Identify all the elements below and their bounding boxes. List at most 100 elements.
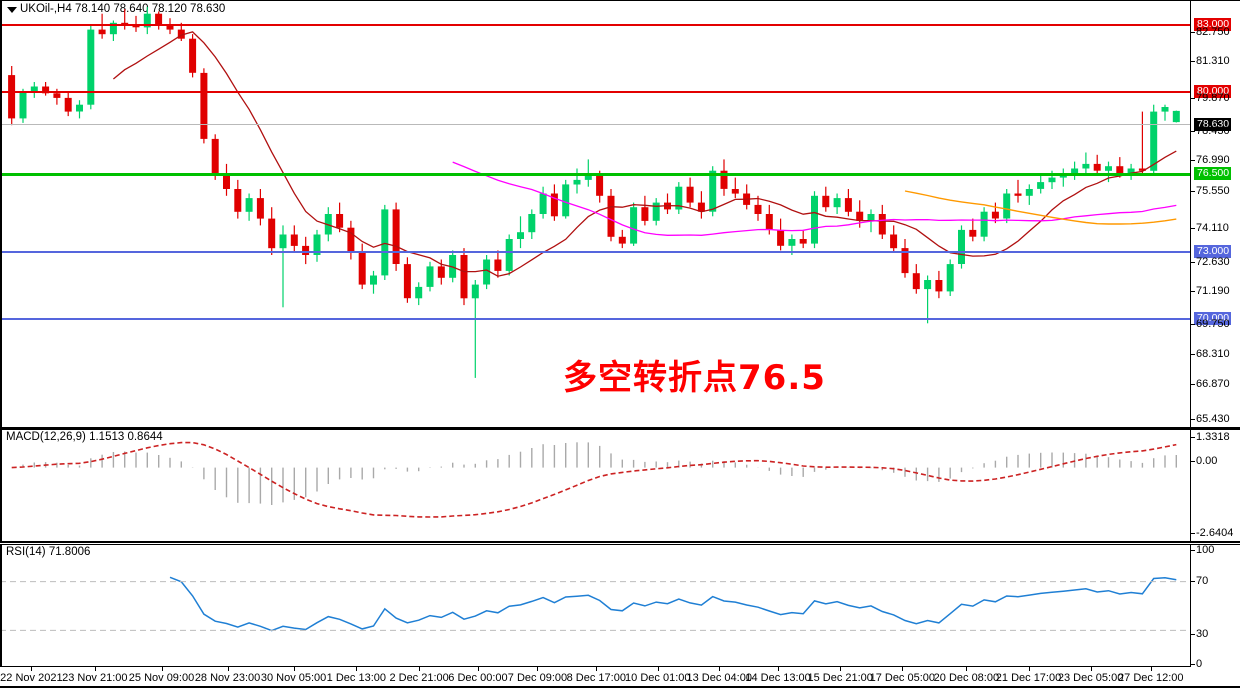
price-tick bbox=[1191, 354, 1195, 355]
time-axis-label: 8 Dec 17:00 bbox=[566, 672, 626, 684]
level-line-current-price[interactable] bbox=[0, 124, 1190, 125]
time-axis-label: 23 Dec 05:00 bbox=[1057, 672, 1124, 684]
time-axis-label: 10 Dec 01:00 bbox=[625, 672, 691, 684]
rsi-chart-canvas bbox=[0, 576, 1190, 632]
time-tick bbox=[719, 667, 721, 671]
time-axis-bottom-border bbox=[0, 686, 1240, 688]
price-tick-label: 75.550 bbox=[1196, 185, 1230, 197]
rsi-axis-divider bbox=[1190, 544, 1191, 667]
price-tick bbox=[1191, 32, 1195, 33]
time-tick bbox=[840, 667, 842, 671]
time-axis-label: 1 Dec 13:00 bbox=[326, 672, 387, 684]
price-tick bbox=[1191, 131, 1195, 132]
price-tick-label: 76.990 bbox=[1196, 154, 1230, 166]
price-tick bbox=[1191, 61, 1195, 62]
price-tick-label: 71.190 bbox=[1196, 285, 1230, 297]
time-axis-label: 30 Nov 05:00 bbox=[260, 672, 327, 684]
time-axis-label: 13 Dec 04:00 bbox=[686, 672, 752, 684]
trend-pivot-annotation: 多空转折点76.5 bbox=[563, 358, 826, 398]
time-axis-label: 6 Dec 00:00 bbox=[448, 672, 508, 684]
time-axis-label: 23 Nov 21:00 bbox=[62, 672, 128, 684]
macd-tick bbox=[1191, 461, 1195, 462]
rsi-tick-label: 30 bbox=[1196, 628, 1209, 640]
macd-tick-label: 1.3318 bbox=[1196, 431, 1230, 443]
level-label-current-price: 78.630 bbox=[1194, 118, 1232, 131]
time-tick bbox=[596, 667, 598, 671]
time-axis-label: 2 Dec 21:00 bbox=[389, 672, 449, 684]
time-tick bbox=[778, 667, 780, 671]
level-label-pivot-76-5: 76.500 bbox=[1194, 167, 1232, 180]
time-tick bbox=[419, 667, 421, 671]
rsi-tick bbox=[1191, 581, 1195, 582]
level-line-pivot-76-5[interactable] bbox=[0, 173, 1190, 176]
time-tick bbox=[1150, 667, 1152, 671]
macd-tick-label: 0.00 bbox=[1196, 455, 1218, 467]
macd-tick-label: -2.6404 bbox=[1196, 527, 1234, 539]
level-line-support-73[interactable] bbox=[0, 251, 1190, 253]
time-axis-label: 7 Dec 09:00 bbox=[507, 672, 568, 684]
macd-chart-canvas bbox=[11, 441, 1178, 518]
price-tick-label: 82.750 bbox=[1196, 26, 1230, 38]
time-axis-label: 22 Nov 2021 bbox=[0, 672, 63, 684]
price-tick bbox=[1191, 191, 1195, 192]
price-tick bbox=[1191, 160, 1195, 161]
time-axis-label: 21 Dec 17:00 bbox=[995, 672, 1062, 684]
time-tick bbox=[31, 667, 33, 671]
level-line-resistance-80[interactable] bbox=[0, 91, 1190, 93]
rsi-panel-top-border bbox=[0, 544, 1240, 545]
level-line-resistance-83[interactable] bbox=[0, 24, 1190, 26]
time-axis-label: 20 Dec 08:00 bbox=[933, 672, 1000, 684]
time-tick bbox=[293, 667, 295, 671]
time-axis-label: 14 Dec 13:00 bbox=[745, 672, 811, 684]
time-tick bbox=[161, 667, 163, 671]
chevron-down-icon[interactable] bbox=[7, 7, 17, 13]
time-tick bbox=[966, 667, 968, 671]
time-tick bbox=[657, 667, 659, 671]
price-tick-label: 69.750 bbox=[1196, 318, 1230, 330]
time-tick bbox=[356, 667, 358, 671]
level-label-resistance-83: 83.000 bbox=[1194, 18, 1232, 31]
rsi-panel-bottom-border bbox=[0, 666, 1190, 667]
price-tick bbox=[1191, 228, 1195, 229]
price-axis-divider bbox=[1190, 0, 1191, 428]
time-tick bbox=[227, 667, 229, 671]
rsi-title: RSI(14) 71.8006 bbox=[6, 546, 91, 558]
rsi-left-border bbox=[0, 544, 2, 667]
price-tick bbox=[1191, 291, 1195, 292]
macd-left-border bbox=[0, 429, 2, 542]
symbol-title: UKOil-,H4 78.140 78.640 78.120 78.630 bbox=[20, 3, 226, 15]
price-tick-label: 74.110 bbox=[1196, 222, 1229, 234]
price-tick bbox=[1191, 324, 1195, 325]
price-tick-label: 79.870 bbox=[1196, 92, 1230, 104]
price-panel-top-border bbox=[0, 0, 1240, 1]
price-tick bbox=[1191, 384, 1195, 385]
macd-panel-top-border bbox=[0, 429, 1240, 430]
time-tick bbox=[1090, 667, 1092, 671]
time-axis-label: 27 Dec 12:00 bbox=[1118, 672, 1184, 684]
level-label-support-70: 70.000 bbox=[1194, 312, 1232, 325]
time-tick bbox=[537, 667, 539, 671]
price-tick-label: 65.430 bbox=[1196, 413, 1230, 425]
price-tick bbox=[1191, 98, 1195, 99]
level-line-support-70[interactable] bbox=[0, 318, 1190, 320]
time-tick bbox=[94, 667, 96, 671]
price-tick-label: 68.310 bbox=[1196, 348, 1230, 360]
time-axis-label: 28 Nov 23:00 bbox=[194, 672, 261, 684]
macd-axis-divider bbox=[1190, 429, 1191, 542]
level-label-support-73: 73.000 bbox=[1194, 245, 1232, 258]
level-label-resistance-80: 80.000 bbox=[1194, 85, 1232, 98]
time-tick bbox=[477, 667, 479, 671]
price-tick-label: 66.870 bbox=[1196, 378, 1230, 390]
macd-panel-bottom-border bbox=[0, 541, 1240, 543]
price-tick-label: 81.310 bbox=[1196, 55, 1230, 67]
rsi-tick-label: 100 bbox=[1196, 544, 1215, 556]
price-tick-label: 72.630 bbox=[1196, 256, 1230, 268]
macd-tick bbox=[1191, 437, 1195, 438]
rsi-tick bbox=[1191, 634, 1195, 635]
rsi-tick bbox=[1191, 664, 1195, 665]
time-tick bbox=[902, 667, 904, 671]
price-chart-canvas bbox=[8, 6, 1180, 378]
rsi-tick bbox=[1191, 550, 1195, 551]
time-axis[interactable]: 22 Nov 2021 23 Nov 21:00 25 Nov 09:00 28 No… bbox=[0, 667, 1190, 689]
